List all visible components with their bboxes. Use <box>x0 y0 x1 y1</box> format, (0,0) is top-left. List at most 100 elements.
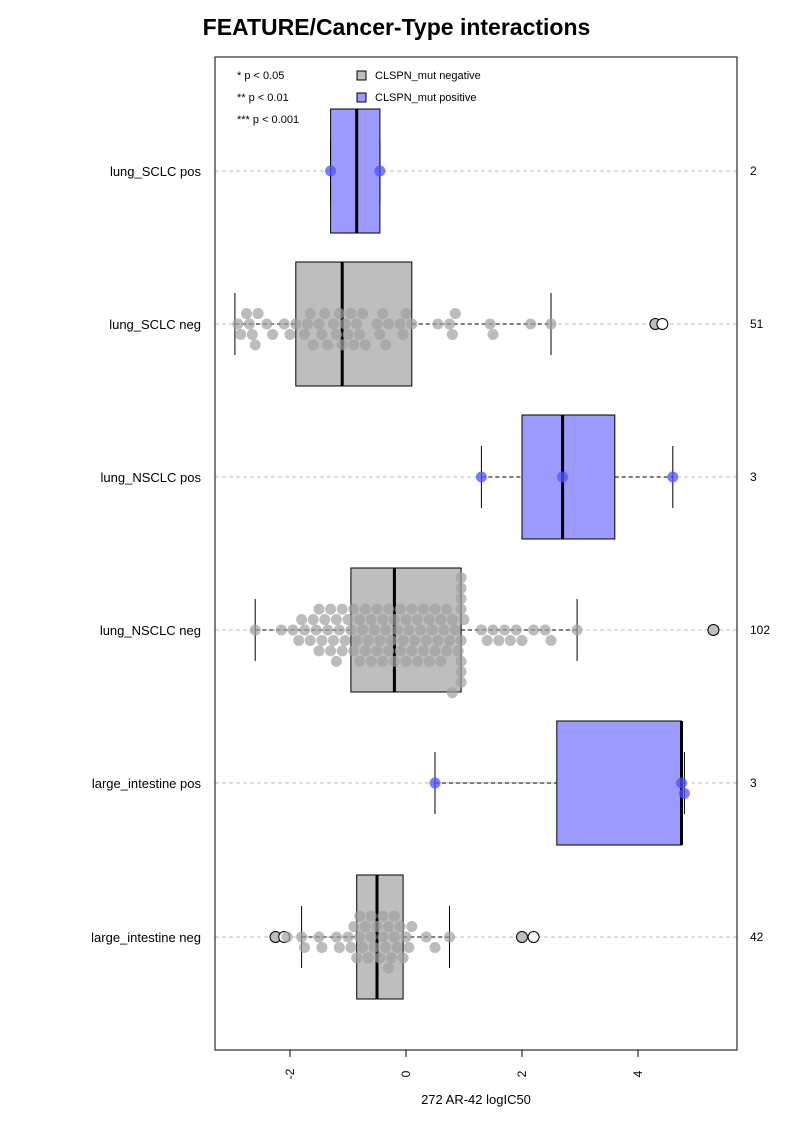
data-point <box>455 634 467 646</box>
data-point <box>290 318 302 330</box>
data-point <box>383 645 395 657</box>
data-point <box>475 471 487 483</box>
data-point <box>388 614 400 626</box>
data-point <box>307 614 319 626</box>
x-tick-label: -2 <box>283 1068 297 1079</box>
data-point <box>359 645 371 657</box>
data-point <box>368 624 380 636</box>
data-point <box>377 655 389 667</box>
data-point <box>676 777 687 789</box>
data-point <box>377 614 389 626</box>
data-point <box>252 308 264 320</box>
data-point <box>299 624 310 636</box>
data-point <box>377 910 389 922</box>
data-point <box>284 328 296 340</box>
data-point <box>383 921 395 933</box>
row-count: 102 <box>750 623 770 637</box>
data-point <box>267 328 279 340</box>
data-point <box>412 655 424 667</box>
data-point <box>394 921 406 933</box>
data-point <box>330 614 342 626</box>
row-label: lung_NSCLC neg <box>100 623 201 638</box>
data-point <box>504 634 516 646</box>
data-point <box>342 931 354 943</box>
data-point <box>444 318 455 330</box>
row-label: large_intestine neg <box>91 930 201 945</box>
box <box>556 720 682 846</box>
data-point <box>383 318 395 330</box>
data-point <box>354 655 366 667</box>
data-point <box>493 634 505 646</box>
data-point <box>420 634 432 646</box>
data-point <box>406 921 418 933</box>
data-point <box>391 941 403 953</box>
data-point <box>400 308 412 320</box>
data-point <box>415 624 426 636</box>
data-point <box>386 634 397 646</box>
data-point <box>333 308 345 320</box>
data-point <box>432 318 444 330</box>
data-point <box>397 328 409 340</box>
data-point <box>400 614 412 626</box>
data-point <box>345 308 357 320</box>
data-point <box>319 308 331 320</box>
legend: * p < 0.05 ** p < 0.01 *** p < 0.001 CLSPN_… <box>237 70 481 126</box>
data-point <box>452 645 464 657</box>
data-point <box>354 910 366 922</box>
data-point <box>345 624 357 636</box>
data-point <box>336 603 348 615</box>
data-point <box>406 645 418 657</box>
data-point <box>246 328 258 340</box>
data-point <box>310 624 322 636</box>
data-point <box>374 328 386 340</box>
data-point <box>455 655 467 667</box>
data-point <box>455 593 467 605</box>
data-point <box>351 634 363 646</box>
data-point <box>330 328 342 340</box>
data-point <box>275 624 287 636</box>
data-point <box>388 931 400 943</box>
data-point <box>426 624 438 636</box>
data-point <box>304 634 316 646</box>
data-point <box>545 318 557 330</box>
data-point <box>383 603 395 615</box>
data-point <box>446 687 458 699</box>
outlier-point <box>516 931 528 943</box>
significance-legend-item: *** p < 0.001 <box>237 114 299 126</box>
data-point <box>429 941 441 953</box>
data-point <box>510 624 522 636</box>
data-point <box>391 624 403 636</box>
legend-swatch <box>356 70 367 81</box>
data-point <box>351 952 363 964</box>
data-point <box>359 603 371 615</box>
x-axis: -2 0 2 4 <box>283 1049 645 1079</box>
data-point <box>325 165 337 177</box>
data-point <box>278 318 290 330</box>
legend-label: CLSPN_mut positive <box>375 92 477 104</box>
data-point <box>441 603 453 615</box>
row-label: lung_SCLC neg <box>109 317 201 332</box>
data-point <box>365 655 377 667</box>
data-point <box>304 308 316 320</box>
data-point <box>481 634 493 646</box>
data-point <box>380 941 392 953</box>
data-point <box>400 655 412 667</box>
data-point <box>333 941 345 953</box>
data-point <box>377 931 389 943</box>
x-axis-label: 272 AR-42 logIC50 <box>421 1092 531 1107</box>
data-point <box>377 308 389 320</box>
data-point <box>487 624 499 636</box>
data-point <box>429 603 441 615</box>
data-point <box>455 676 467 688</box>
data-point <box>354 614 366 626</box>
data-point <box>383 962 395 974</box>
data-point <box>444 634 455 646</box>
data-point <box>316 941 328 953</box>
data-point <box>322 339 334 351</box>
plot-frame <box>214 56 738 1051</box>
data-point <box>438 624 450 636</box>
data-point <box>380 624 392 636</box>
data-point <box>545 634 557 646</box>
data-point <box>449 624 461 636</box>
